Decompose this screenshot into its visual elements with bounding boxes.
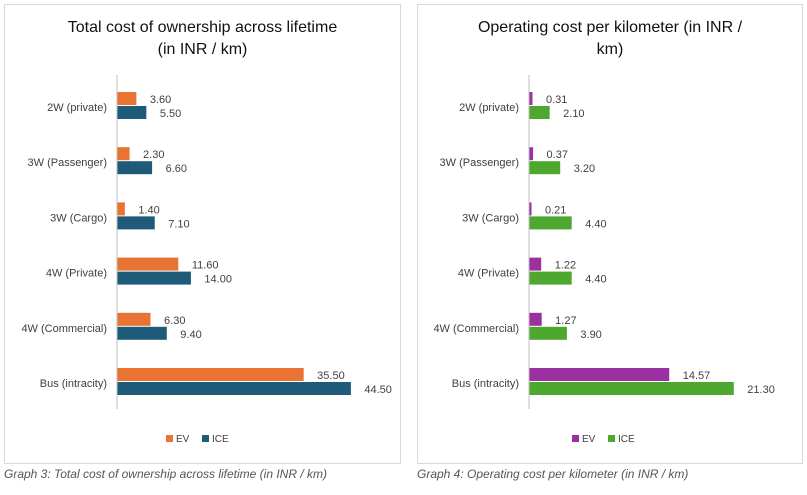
bar-ev [529, 92, 533, 105]
chart-title-line-1: Operating cost per kilometer (in INR / [477, 19, 743, 36]
bar-ev [117, 147, 130, 161]
data-label: 2.10 [563, 108, 584, 120]
data-label: 3.90 [580, 329, 601, 341]
data-label: 1.40 [138, 204, 159, 216]
bar-ice [117, 161, 153, 175]
chart-panel-operating-cost: Operating cost per kilometer (in INR / k… [417, 4, 803, 464]
category-label: 4W (Private) [46, 268, 107, 280]
bar-ev [117, 368, 304, 381]
bar-ice [117, 326, 167, 340]
category-label: 2W (private) [459, 102, 519, 114]
bar-ice [117, 271, 191, 285]
bar-ev [117, 202, 125, 216]
bar-ice [117, 382, 351, 395]
chart-panel-tco: Total cost of ownership across lifetime … [4, 4, 401, 464]
bar-ev [529, 257, 542, 271]
data-label: 2.30 [143, 149, 164, 161]
data-label: 3.60 [150, 94, 171, 106]
bar-ice [117, 106, 147, 119]
legend-label: ICE [212, 434, 229, 445]
category-label: Bus (intracity) [452, 378, 519, 390]
data-label: 0.21 [545, 204, 566, 216]
legend-label: EV [176, 434, 190, 445]
bar-ice [529, 326, 567, 340]
legend-swatch-ice [608, 435, 615, 442]
bar-ev [529, 202, 532, 216]
category-label: 3W (Passenger) [28, 157, 107, 169]
data-label: 21.30 [747, 384, 775, 396]
bar-ev [529, 147, 534, 161]
data-label: 1.27 [555, 315, 576, 327]
chart-title-line-2: km) [596, 41, 624, 58]
bar-ev [117, 92, 137, 105]
category-label: 4W (Commercial) [433, 323, 519, 335]
chart-title: Total cost of ownership across lifetime … [5, 17, 400, 61]
data-label: 44.50 [364, 384, 392, 396]
bar-ev [117, 312, 151, 326]
data-label: 14.00 [204, 274, 232, 286]
data-label: 0.31 [546, 94, 567, 106]
category-label: Bus (intracity) [40, 378, 107, 390]
figure-caption: Graph 3: Total cost of ownership across … [4, 467, 328, 481]
category-label: 3W (Cargo) [462, 212, 519, 224]
legend-swatch-ice [202, 435, 209, 442]
data-label: 11.60 [192, 260, 219, 272]
legend: EV ICE [166, 434, 229, 445]
category-label: 4W (Private) [458, 268, 519, 280]
data-label: 14.57 [683, 370, 711, 382]
category-label: 3W (Cargo) [50, 212, 107, 224]
bar-ice [117, 216, 155, 230]
legend-swatch-ev [166, 435, 173, 442]
legend-label: ICE [618, 434, 635, 445]
data-label: 3.20 [574, 163, 595, 175]
bar-ice [529, 216, 572, 230]
data-label: 0.37 [547, 149, 568, 161]
bar-ice [529, 106, 550, 119]
data-label: 6.60 [166, 163, 187, 175]
bar-ev [117, 257, 179, 271]
bar-ev [529, 312, 542, 326]
category-label: 4W (Commercial) [21, 323, 107, 335]
chart-title-line-1: Total cost of ownership across lifetime [67, 19, 338, 36]
chart-plot-area: 2W (private) 0.31 2.10 3W (Passenger) 0.37 3.… [433, 75, 775, 445]
legend: EV ICE [572, 434, 635, 445]
figure-caption: Graph 4: Operating cost per kilometer (i… [417, 467, 689, 481]
chart-title-line-2: (in INR / km) [157, 41, 248, 58]
data-label: 35.50 [317, 370, 345, 382]
data-label: 1.22 [555, 260, 576, 272]
bar-ice [529, 161, 561, 175]
data-label: 7.10 [168, 218, 189, 230]
data-label: 4.40 [585, 218, 606, 230]
bar-ice [529, 271, 572, 285]
legend-label: EV [582, 434, 596, 445]
bar-ev [529, 368, 670, 381]
data-label: 5.50 [160, 108, 181, 120]
data-label: 9.40 [180, 329, 201, 341]
legend-swatch-ev [572, 435, 579, 442]
data-label: 6.30 [164, 315, 185, 327]
chart-title: Operating cost per kilometer (in INR / k… [418, 17, 802, 61]
category-label: 2W (private) [47, 102, 107, 114]
bar-ice [529, 382, 734, 395]
data-label: 4.40 [585, 274, 606, 286]
category-label: 3W (Passenger) [440, 157, 519, 169]
